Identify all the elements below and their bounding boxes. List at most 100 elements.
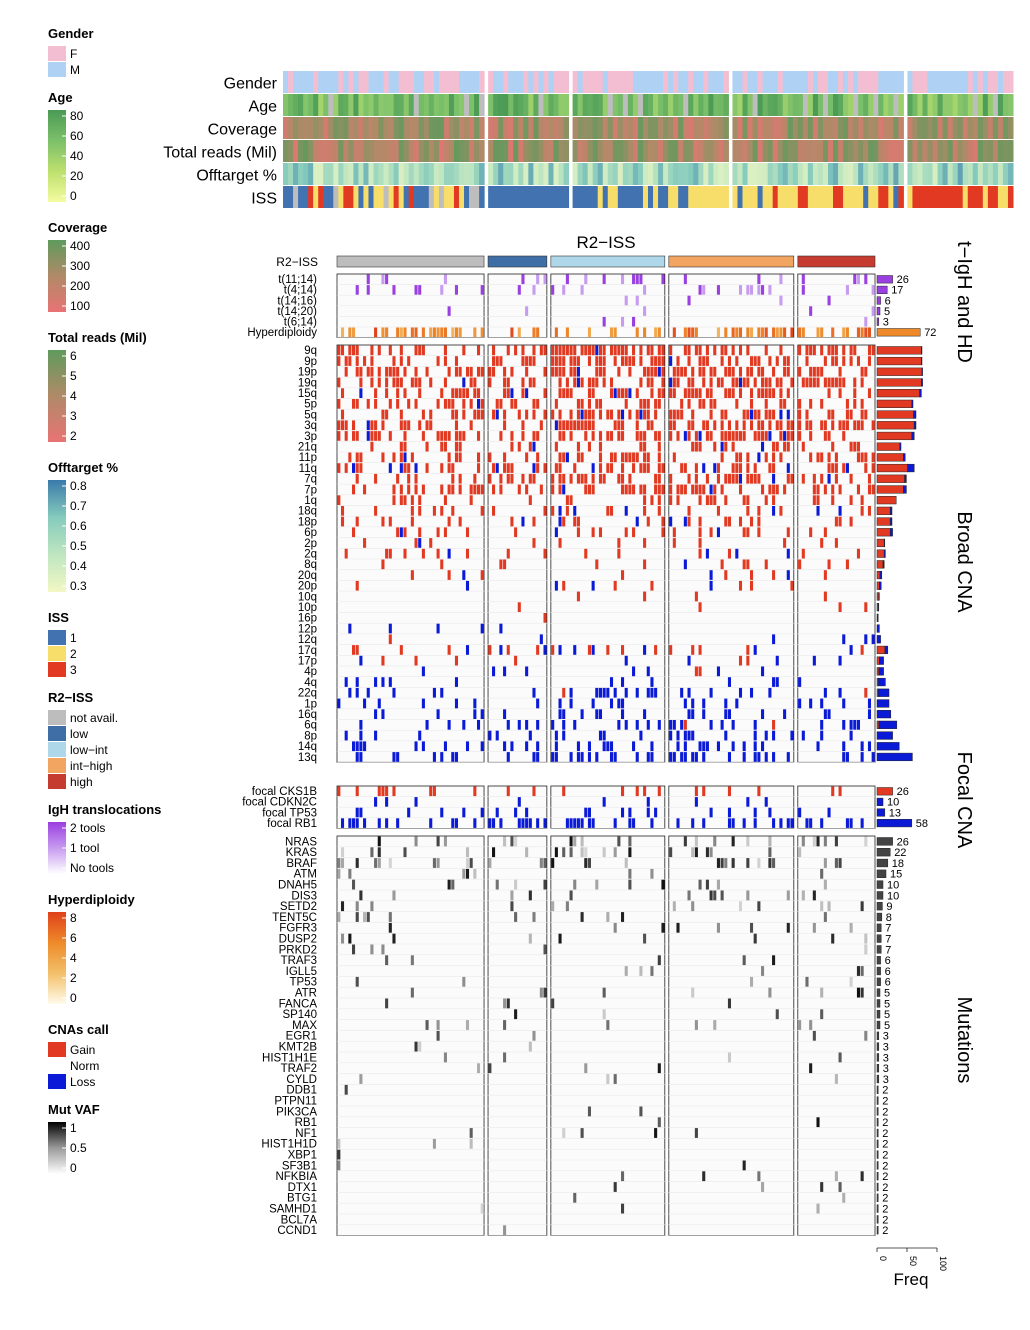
heatmap-cell — [407, 356, 411, 366]
legend-title: Age — [48, 90, 73, 105]
heatmap-cell — [598, 473, 603, 484]
freq-bar — [876, 837, 893, 846]
annotation-cell — [883, 186, 889, 208]
heatmap-cell — [554, 420, 558, 431]
heatmap-cell — [355, 901, 359, 912]
heatmap-cell — [551, 345, 555, 356]
heatmap-cell — [532, 356, 536, 366]
legend-colorbar — [48, 480, 66, 592]
heatmap-cell — [764, 409, 768, 420]
heatmap-cell — [654, 431, 658, 441]
heatmap-cell — [654, 327, 658, 338]
heatmap-cell — [606, 463, 610, 473]
heatmap-cell — [823, 912, 827, 922]
heatmap-cell — [845, 285, 849, 295]
heatmap-cell — [669, 752, 673, 762]
freq-bar — [876, 1182, 879, 1192]
annotation-cell — [587, 186, 594, 208]
heatmap-cell — [772, 634, 776, 645]
annotation-cell — [947, 186, 954, 208]
annotation-cell — [843, 117, 849, 139]
freq-bar — [876, 1020, 881, 1030]
heatmap-cell — [403, 527, 407, 538]
heatmap-cell — [812, 836, 816, 847]
row-label: HIST1H1E — [262, 1052, 317, 1064]
annotation-cell — [293, 71, 299, 93]
annotation-cell — [632, 186, 639, 208]
annotation-cell — [853, 140, 859, 162]
heatmap-cell — [458, 431, 462, 441]
annotation-cell — [757, 186, 764, 208]
heatmap-cell — [823, 431, 827, 441]
heatmap-cell — [602, 316, 606, 327]
heatmap-cell — [738, 377, 743, 388]
row-nras: NRAS — [285, 836, 875, 848]
heatmap-cell — [536, 327, 540, 338]
heatmap-cell — [506, 463, 510, 473]
freq-count: 2 — [882, 1150, 888, 1162]
heatmap-cell — [860, 1171, 864, 1182]
freq-bar-loss — [876, 742, 900, 751]
heatmap-cell — [480, 807, 484, 818]
heatmap-cell — [392, 377, 396, 388]
annotation-cell — [288, 186, 294, 208]
annotation-cell — [323, 140, 329, 162]
heatmap-cell — [669, 495, 673, 505]
heatmap-cell — [451, 473, 455, 484]
heatmap-cell — [786, 570, 790, 580]
freq-bar-loss — [876, 752, 913, 762]
heatmap-cell — [775, 655, 779, 666]
annotation-cell — [663, 117, 669, 139]
annotation-cell — [423, 94, 430, 116]
heatmap-cell — [775, 441, 779, 452]
annotation-cell — [982, 140, 989, 162]
legend-colorbar — [48, 110, 66, 202]
annotation-cell — [703, 71, 709, 93]
heatmap-cell — [669, 730, 673, 741]
heatmap-cell — [602, 356, 606, 366]
row-2q: 2q — [304, 549, 875, 561]
heatmap-cell — [764, 388, 768, 398]
freq-count: 22 — [894, 847, 906, 859]
heatmap-cell — [414, 377, 418, 388]
heatmap-cell — [514, 527, 518, 538]
annotation-cell — [283, 140, 289, 162]
annotation-cell — [533, 94, 539, 116]
heatmap-cell — [709, 687, 713, 698]
annotation-cell — [558, 140, 565, 162]
heatmap-cell — [587, 345, 591, 356]
heatmap-cell — [691, 409, 695, 420]
heatmap-cell — [694, 1020, 698, 1030]
heatmap-cell — [410, 955, 414, 966]
heatmap-cell — [396, 752, 400, 762]
heatmap-cell — [798, 698, 802, 709]
heatmap-cell — [849, 409, 853, 420]
heatmap-cell — [374, 431, 378, 441]
heatmap-cell — [757, 901, 761, 912]
heatmap-cell — [632, 345, 636, 356]
heatmap-cell — [536, 698, 540, 709]
freq-bar-loss — [903, 485, 907, 494]
heatmap-cell — [724, 431, 728, 441]
heatmap-cell — [783, 441, 787, 452]
heatmap-cell — [488, 645, 492, 655]
heatmap-cell — [355, 752, 359, 762]
annotation-cell — [333, 163, 339, 185]
heatmap-cell — [691, 484, 695, 495]
annotation-cell — [853, 186, 859, 208]
annotation-cell — [398, 71, 405, 93]
annotation-cell — [737, 117, 744, 139]
freq-bar-1p — [876, 699, 890, 708]
annotation-cell — [932, 163, 939, 185]
heatmap-cell — [698, 431, 702, 441]
heatmap-cell — [827, 295, 831, 306]
annotation-cell — [732, 140, 738, 162]
heatmap-cell — [716, 922, 720, 933]
heatmap-cell — [621, 807, 625, 818]
heatmap-cell — [436, 356, 440, 366]
heatmap-cell — [661, 366, 665, 377]
heatmap-cell — [657, 786, 661, 797]
heatmap-cell — [757, 409, 761, 420]
freq-bar-gain — [876, 485, 904, 494]
